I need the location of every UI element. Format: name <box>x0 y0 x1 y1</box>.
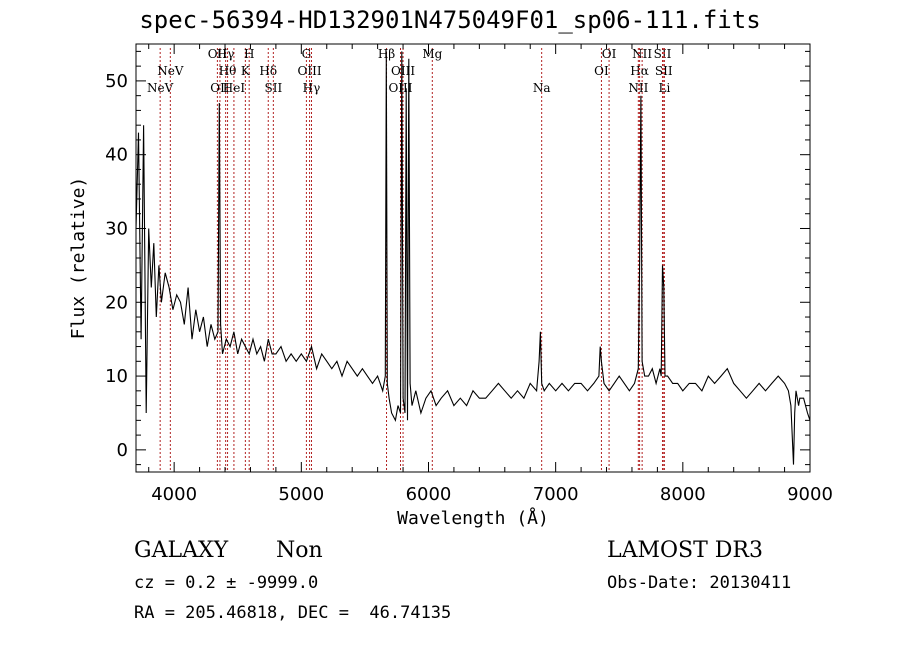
cz-text: cz = 0.2 ± -9999.0 <box>134 573 319 593</box>
chart-title: spec-56394-HD132901N475049F01_sp06-111.f… <box>139 6 761 34</box>
survey-label: LAMOST DR3 <box>607 538 763 563</box>
line-marker-label: Li <box>658 81 670 95</box>
line-marker-label: Na <box>533 81 551 95</box>
line-marker-label: H <box>244 47 254 61</box>
y-tick-label: 10 <box>105 366 128 387</box>
x-tick-label: 6000 <box>406 484 452 505</box>
line-marker-label: SII <box>654 47 672 61</box>
line-marker-label: Hγ <box>217 47 235 61</box>
line-marker-label: Hθ <box>219 64 237 78</box>
y-tick-label: 50 <box>105 71 128 92</box>
line-marker-label: OII <box>210 81 230 95</box>
line-marker-label: NeV <box>157 64 184 78</box>
subclass-label: Non <box>276 538 323 563</box>
line-marker-label: HeI <box>223 81 246 95</box>
class-label: GALAXY <box>134 538 229 563</box>
line-marker-label: NII <box>628 81 648 95</box>
x-tick-label: 5000 <box>278 484 324 505</box>
y-axis-label: Flux (relative) <box>68 177 89 340</box>
line-marker-label: OIII <box>298 64 322 78</box>
line-marker-label: G <box>302 47 312 61</box>
y-tick-label: 30 <box>105 218 128 239</box>
coords-text: RA = 205.46818, DEC = 46.74135 <box>134 603 452 623</box>
line-marker-label: OIII <box>391 64 415 78</box>
x-tick-label: 4000 <box>151 484 197 505</box>
line-marker-label: OI <box>602 47 617 61</box>
line-marker-label: Hα <box>630 64 649 78</box>
line-marker-label: SII <box>264 81 282 95</box>
line-marker-label: NII <box>632 47 652 61</box>
line-marker-label: K <box>241 64 251 78</box>
x-tick-label: 9000 <box>787 484 833 505</box>
line-marker-label: OII <box>208 47 228 61</box>
line-marker-label: Hδ <box>259 64 277 78</box>
y-tick-label: 40 <box>105 145 128 166</box>
obs-date: Obs-Date: 20130411 <box>607 573 792 593</box>
line-marker-label: OI <box>594 64 609 78</box>
line-marker-label: NeV <box>147 81 174 95</box>
y-tick-label: 20 <box>105 292 128 313</box>
line-marker-label: SII <box>655 64 673 78</box>
line-marker-label: Hγ <box>303 81 321 95</box>
x-tick-label: 8000 <box>660 484 706 505</box>
x-tick-label: 7000 <box>533 484 579 505</box>
plot-frame <box>135 43 811 473</box>
spectrum-series <box>135 51 811 465</box>
x-axis-label: Wavelength (Å) <box>397 507 549 529</box>
line-marker-label: Mg <box>422 47 442 61</box>
y-tick-label: 0 <box>117 440 128 461</box>
